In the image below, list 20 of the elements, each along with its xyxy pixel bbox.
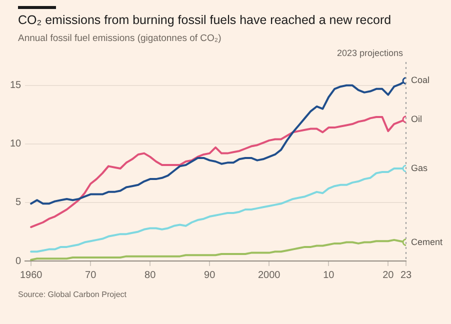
y-tick-label: 15 [10, 80, 22, 92]
ref-line-label: 2023 projections [336, 48, 404, 58]
x-tick-label: 2000 [258, 270, 281, 281]
x-tick-label: 23 [400, 270, 412, 281]
series-label: Coal [411, 75, 430, 86]
y-tick-label: 0 [16, 256, 22, 267]
chart-subtitle: Annual fossil fuel emissions (gigatonnes of CO₂) [18, 33, 222, 44]
source-note: Source: Global Carbon Project [18, 290, 126, 299]
y-tick-label: 5 [16, 197, 22, 208]
series-label: Cement [411, 236, 444, 247]
x-tick-label: 1960 [20, 270, 43, 281]
series-label: Oil [411, 114, 422, 124]
x-tick-label: 10 [323, 270, 335, 281]
series-label: Gas [411, 163, 428, 174]
x-tick-label: 90 [204, 270, 216, 281]
y-tick-label: 10 [10, 138, 22, 150]
x-tick-label: 70 [85, 270, 97, 281]
x-tick-label: 20 [382, 270, 394, 281]
chart-title: CO₂ emissions from burning fossil fuels have reached a new record [18, 13, 392, 27]
x-tick-label: 80 [144, 270, 156, 281]
